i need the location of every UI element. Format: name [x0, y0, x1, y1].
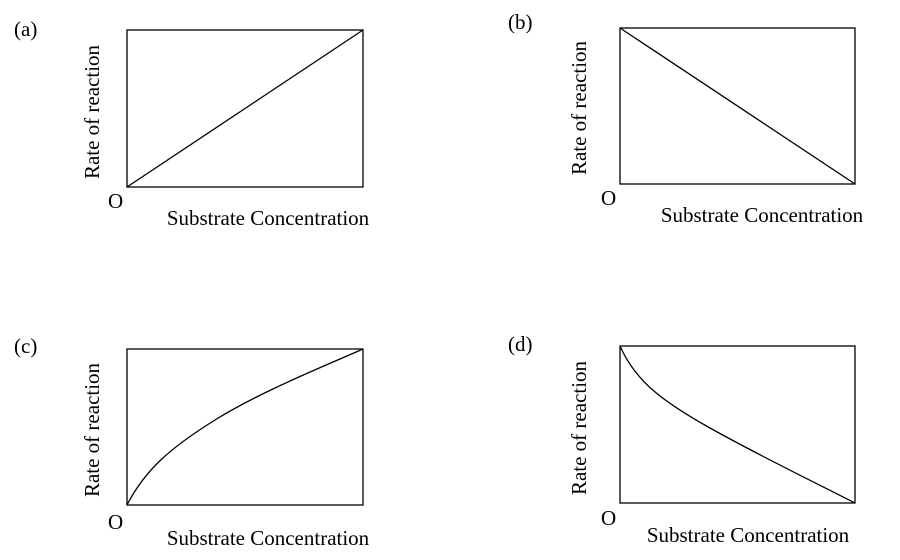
panel: (c) Rate of reaction O Substrate Concent… [14, 334, 370, 550]
plot-frame [126, 29, 364, 188]
origin-label: O [108, 189, 123, 213]
curve [126, 29, 364, 188]
curve [619, 27, 856, 185]
plot-frame [126, 348, 364, 506]
y-axis-label: Rate of reaction [80, 362, 104, 497]
y-axis-label: Rate of reaction [567, 40, 591, 175]
panel: (b) Rate of reaction O Substrate Concent… [508, 10, 864, 227]
x-axis-label: Substrate Concentration [661, 203, 864, 227]
origin-label: O [108, 510, 123, 534]
panel-label: (d) [508, 332, 533, 356]
x-axis-label: Substrate Concentration [167, 206, 370, 230]
plot-frame [619, 27, 856, 185]
plot-frame [619, 345, 856, 504]
panel-label: (c) [14, 334, 37, 358]
curve [619, 345, 856, 504]
panel: (d) Rate of reaction O Substrate Concent… [508, 332, 856, 547]
y-axis-label: Rate of reaction [567, 360, 591, 495]
curve [126, 348, 364, 506]
origin-label: O [601, 186, 616, 210]
x-axis-label: Substrate Concentration [647, 523, 850, 547]
y-axis-label: Rate of reaction [80, 44, 104, 179]
panel-label: (a) [14, 17, 37, 41]
panel: (a) Rate of reaction O Substrate Concent… [14, 17, 370, 230]
panel-label: (b) [508, 10, 533, 34]
origin-label: O [601, 506, 616, 530]
x-axis-label: Substrate Concentration [167, 526, 370, 550]
